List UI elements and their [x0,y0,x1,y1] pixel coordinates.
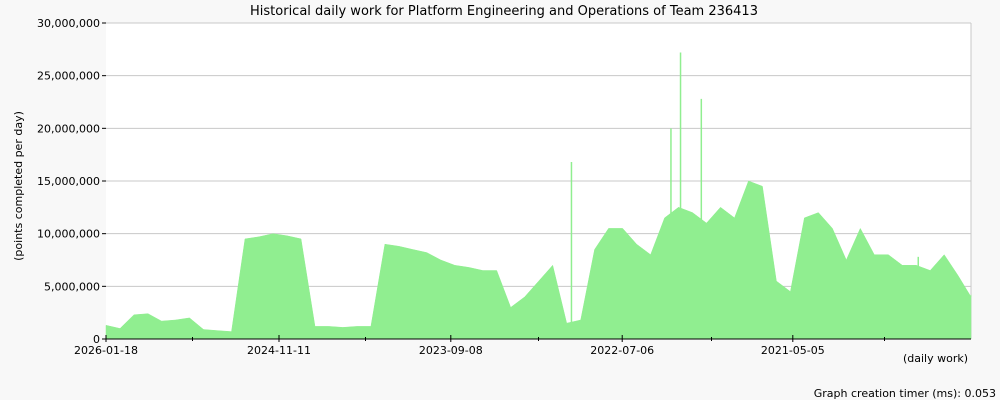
x-tick-label: 2023-09-08 [419,344,483,357]
x-axis-label: (daily work) [903,352,968,365]
area-layer [105,180,972,340]
y-tick-label: 5,000,000 [44,280,100,293]
x-tick-label: 2022-07-06 [590,344,654,357]
graph-timer-footer: Graph creation timer (ms): 0.053 [814,387,996,400]
y-tick-label: 10,000,000 [37,228,100,241]
y-tick-label: 25,000,000 [37,70,100,83]
y-tick-label: 15,000,000 [37,175,100,188]
x-tick-label: 2021-05-05 [761,344,825,357]
series-area [105,180,972,340]
x-tick-label: 2026-01-18 [74,344,138,357]
x-tick-label: 2024-11-11 [247,344,311,357]
y-tick-layer: 0 5,000,000 10,000,000 15,000,000 20,000,000… [37,17,106,346]
y-tick-label: 30,000,000 [37,17,100,30]
chart-title: Historical daily work for Platform Engin… [250,4,758,19]
spike-layer [570,52,920,339]
y-tick-label: 0 [93,333,100,346]
x-tick-layer: 2026-01-18 2024-11-11 2023-09-08 2022-07-06… [74,335,885,357]
y-tick-label: 20,000,000 [37,122,100,135]
y-axis-label: (points completed per day) [12,111,25,261]
